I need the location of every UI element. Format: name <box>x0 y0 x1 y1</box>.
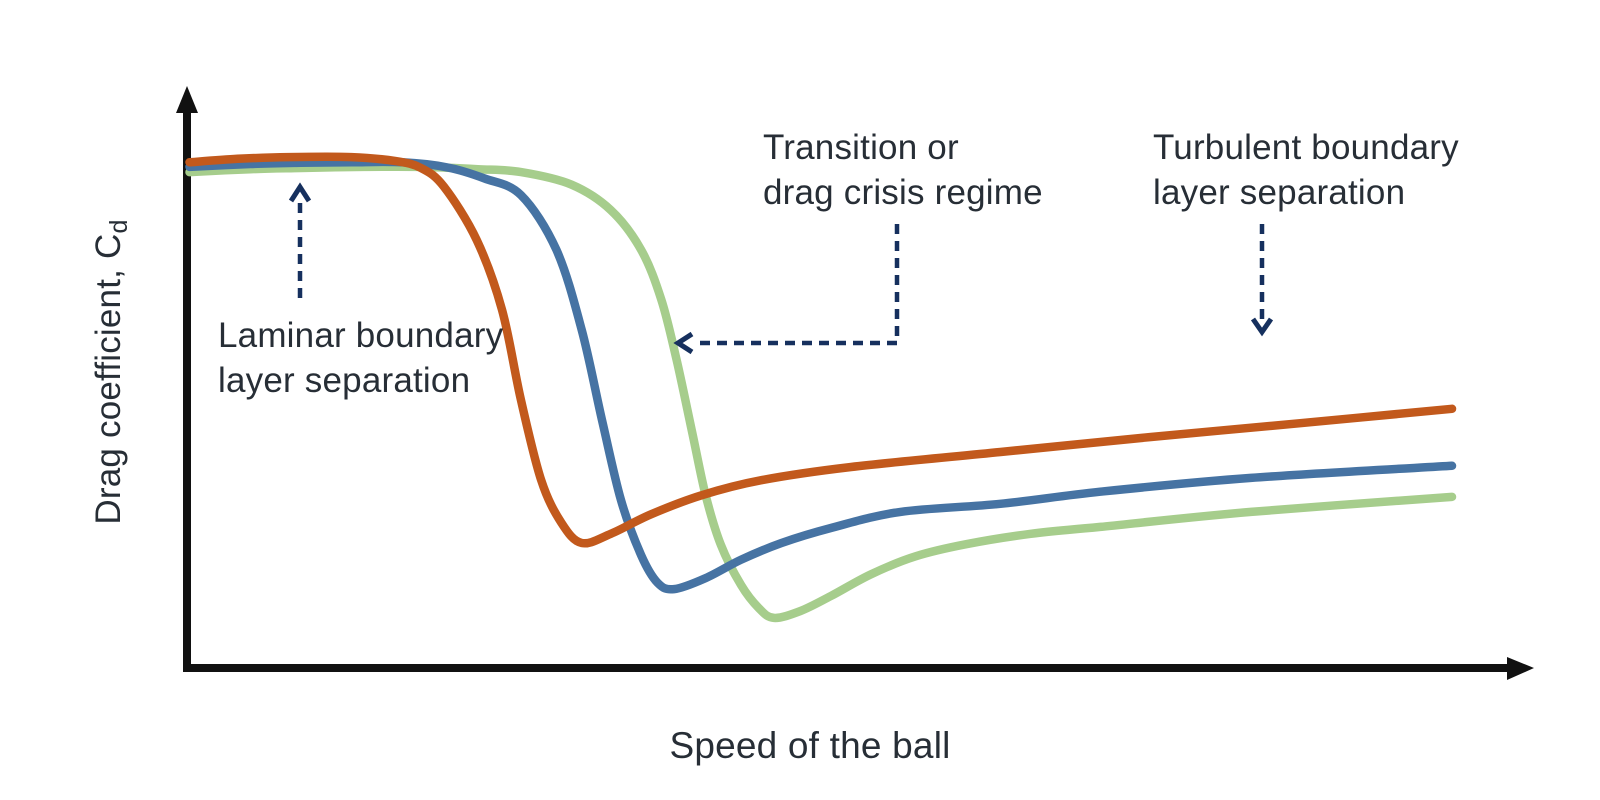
transition-arrow-shaft <box>694 224 900 346</box>
axes <box>176 86 1534 680</box>
y-axis-label-main: Drag coefficient, C <box>89 234 128 525</box>
transition-arrow <box>673 224 900 355</box>
turbulent-label-line2: layer separation <box>1153 173 1405 212</box>
curves <box>185 152 1457 623</box>
laminar-label-line2: layer separation <box>218 361 470 400</box>
y-axis-label-subscript: d <box>105 219 133 233</box>
labels: Laminar boundary layer separation Transi… <box>89 128 1459 766</box>
transition-label-line1: Transition or <box>763 128 959 167</box>
turbulent-arrow <box>1250 224 1274 337</box>
y-axis-arrowhead <box>176 86 198 113</box>
laminar-label-line1: Laminar boundary <box>218 316 504 355</box>
laminar-arrowhead-up-icon <box>288 182 312 203</box>
x-axis-label: Speed of the ball <box>669 725 950 766</box>
transition-label-line2: drag crisis regime <box>763 173 1043 212</box>
turbulent-arrowhead-down-icon <box>1250 317 1274 337</box>
y-axis-label: Drag coefficient, Cd <box>89 219 133 524</box>
laminar-arrow <box>288 182 312 298</box>
transition-arrowhead-left-icon <box>673 331 694 355</box>
curve-orange <box>185 152 1457 548</box>
x-axis-arrowhead <box>1507 657 1534 680</box>
annotation-arrows <box>288 182 1274 355</box>
turbulent-label-line1: Turbulent boundary <box>1153 128 1459 167</box>
